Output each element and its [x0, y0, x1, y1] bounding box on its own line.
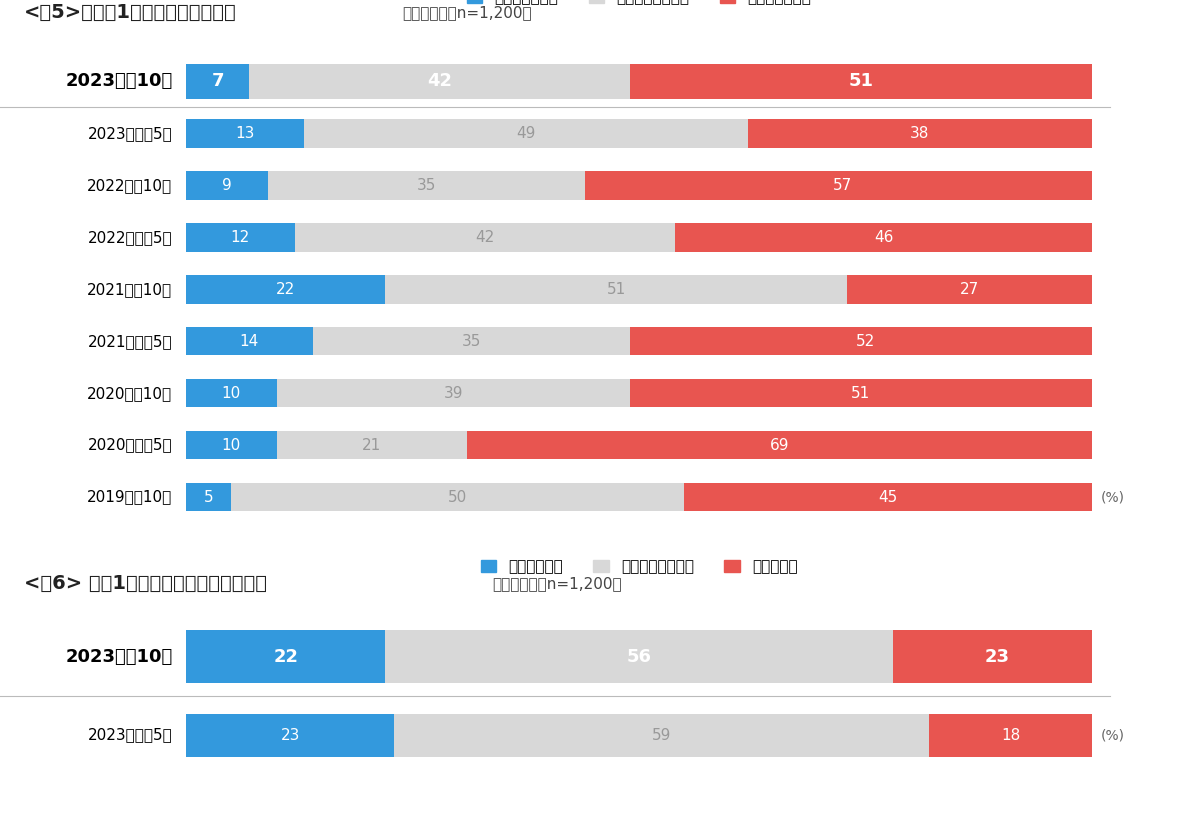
Text: 2023年　　5月: 2023年 5月 — [88, 126, 173, 141]
Bar — [232, 482, 684, 511]
Bar — [277, 379, 630, 407]
Bar — [186, 482, 232, 511]
Text: 38: 38 — [910, 126, 930, 141]
Text: 2020年　　5月: 2020年 5月 — [88, 437, 173, 453]
Text: 42: 42 — [427, 72, 452, 90]
Text: 10: 10 — [222, 386, 241, 400]
Bar — [630, 379, 1092, 407]
Text: 12: 12 — [230, 230, 250, 245]
Bar — [186, 431, 277, 459]
Bar — [304, 119, 748, 147]
Legend: 良くなると思う, 変わらないと思う, 悪くなると思う: 良くなると思う, 変わらないと思う, 悪くなると思う — [467, 0, 811, 5]
Text: <図6> 今後1年間の自分自身の消費予測: <図6> 今後1年間の自分自身の消費予測 — [24, 574, 266, 593]
Text: 52: 52 — [856, 333, 875, 349]
Text: 2022年　　5月: 2022年 5月 — [88, 230, 173, 245]
Text: 18: 18 — [1001, 727, 1020, 743]
Bar — [676, 223, 1092, 251]
Text: 59: 59 — [652, 727, 671, 743]
Text: 7: 7 — [211, 72, 224, 90]
Bar — [186, 64, 250, 99]
Bar — [467, 431, 1092, 459]
Bar — [313, 327, 630, 355]
Text: 9: 9 — [222, 178, 232, 192]
Text: 57: 57 — [833, 178, 852, 192]
Text: （単一回答：n=1,200）: （単一回答：n=1,200） — [492, 576, 622, 591]
Text: 23: 23 — [984, 648, 1009, 666]
Bar — [186, 630, 385, 683]
Bar — [630, 64, 1092, 99]
Text: 35: 35 — [416, 178, 436, 192]
Bar — [385, 275, 847, 304]
Bar — [295, 223, 676, 251]
Bar — [250, 64, 630, 99]
Bar — [385, 630, 893, 683]
Text: 42: 42 — [475, 230, 494, 245]
Bar — [584, 171, 1102, 200]
Text: 46: 46 — [874, 230, 893, 245]
Bar — [186, 171, 268, 200]
Text: 22: 22 — [274, 648, 298, 666]
Text: 35: 35 — [462, 333, 481, 349]
Text: 2019年　10月: 2019年 10月 — [88, 490, 173, 505]
Legend: 増えると思う, 変わらないと思う, 減ると思う: 増えると思う, 変わらないと思う, 減ると思う — [480, 559, 798, 574]
Bar — [268, 171, 584, 200]
Text: 5: 5 — [204, 490, 214, 505]
Text: (%): (%) — [1102, 728, 1126, 742]
Text: 27: 27 — [960, 282, 979, 296]
Text: 45: 45 — [878, 490, 898, 505]
Text: （単一回答：n=1,200）: （単一回答：n=1,200） — [402, 5, 532, 20]
Bar — [186, 713, 395, 757]
Text: 49: 49 — [516, 126, 535, 141]
Text: 69: 69 — [769, 437, 790, 453]
Bar — [277, 431, 467, 459]
Bar — [395, 713, 929, 757]
Text: 14: 14 — [240, 333, 259, 349]
Text: 10: 10 — [222, 437, 241, 453]
Text: 2020年　10月: 2020年 10月 — [88, 386, 173, 400]
Bar — [186, 379, 277, 407]
Text: 13: 13 — [235, 126, 254, 141]
Bar — [929, 713, 1092, 757]
Text: 2021年　10月: 2021年 10月 — [88, 282, 173, 296]
Text: (%): (%) — [1102, 490, 1126, 504]
Text: 51: 51 — [607, 282, 626, 296]
Bar — [847, 275, 1092, 304]
Bar — [186, 327, 313, 355]
Text: <図5>　今後1年間の景気の見通し: <図5> 今後1年間の景気の見通し — [24, 3, 236, 22]
Text: 51: 51 — [851, 386, 870, 400]
Text: 22: 22 — [276, 282, 295, 296]
Bar — [893, 630, 1102, 683]
Bar — [748, 119, 1092, 147]
Text: 39: 39 — [444, 386, 463, 400]
Text: 2022年　10月: 2022年 10月 — [88, 178, 173, 192]
Bar — [186, 119, 304, 147]
Bar — [186, 223, 295, 251]
Bar — [684, 482, 1092, 511]
Text: 21: 21 — [362, 437, 382, 453]
Text: 50: 50 — [448, 490, 468, 505]
Bar — [186, 275, 385, 304]
Text: 51: 51 — [848, 72, 874, 90]
Text: 23: 23 — [281, 727, 300, 743]
Text: 2023年　10月: 2023年 10月 — [65, 72, 173, 90]
Text: 56: 56 — [626, 648, 652, 666]
Text: 2021年　　5月: 2021年 5月 — [88, 333, 173, 349]
Text: 2023年　　5月: 2023年 5月 — [88, 727, 173, 743]
Bar — [630, 327, 1102, 355]
Text: 2023年　10月: 2023年 10月 — [65, 648, 173, 666]
